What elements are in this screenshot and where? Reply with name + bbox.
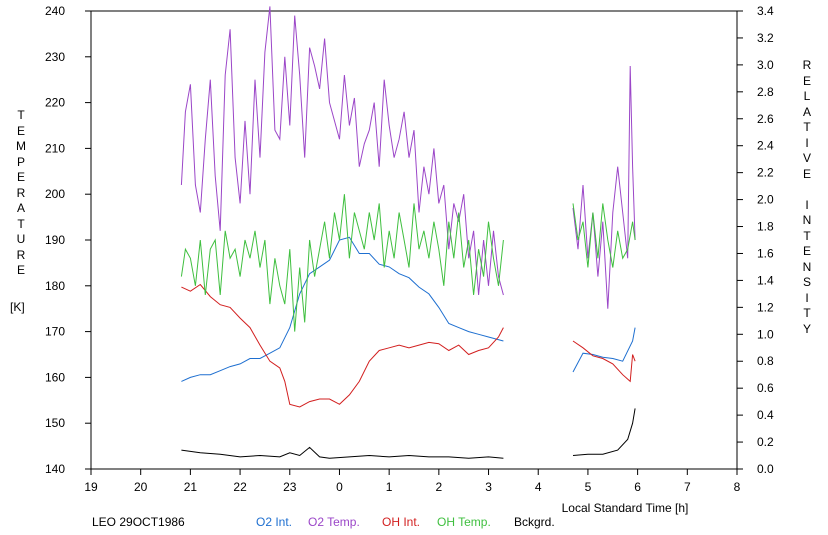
plot-frame: [90, 10, 738, 470]
x-tick-label: 22: [233, 480, 247, 494]
x-tick-label: 21: [184, 480, 198, 494]
y-left-tick-label: 160: [45, 370, 65, 384]
label-letter: T: [803, 306, 811, 320]
label-letter: S: [802, 275, 811, 289]
y-right-tick-label: 0.8: [757, 354, 774, 368]
x-tick-label: 19: [84, 480, 98, 494]
x-tick-label: 20: [134, 480, 148, 494]
label-letter: I: [805, 135, 809, 150]
x-tick-label: 8: [734, 480, 741, 494]
y-left-tick-label: 220: [45, 96, 65, 110]
label-letter: N: [802, 213, 812, 227]
label-letter: A: [16, 201, 25, 215]
series-oh-int-line: [572, 340, 636, 383]
legend-entry: OH Temp.: [437, 515, 491, 529]
label-letter: R: [16, 185, 26, 200]
label-gap: [798, 182, 816, 198]
label-letter: I: [805, 197, 809, 212]
legend-entry: Bckgrd.: [514, 515, 555, 529]
label-letter: M: [16, 139, 26, 153]
x-tick-label: 1: [386, 480, 393, 494]
y-right-tick-label: 2.6: [757, 112, 774, 126]
y-right-tick-label: 1.8: [757, 220, 774, 234]
label-letter: R: [16, 247, 26, 262]
x-tick-label: 3: [485, 480, 492, 494]
label-letter: E: [16, 123, 25, 138]
y-right-tick-label: 2.8: [757, 85, 774, 99]
x-tick-label: 2: [436, 480, 443, 494]
label-letter: E: [802, 244, 811, 258]
x-axis: 19 20 21 22 23 0 1 2 3 4 5 6 7 8: [84, 469, 741, 494]
y-left-tick-label: 240: [45, 4, 65, 18]
x-tick-label: 23: [283, 480, 297, 494]
y-right-tick-label: 3.0: [757, 58, 774, 72]
y-right-tick-label: 1.2: [757, 300, 774, 314]
footer-label: LEO 29OCT1986: [92, 515, 185, 529]
series-lines: [180, 6, 636, 459]
series-o2-temp-line: [572, 65, 636, 309]
y-right-tick-label: 1.6: [757, 246, 774, 260]
y-right-tick-label: 2.4: [757, 139, 774, 153]
x-tick-label: 5: [585, 480, 592, 494]
label-letter: T: [803, 120, 811, 134]
label-letter: T: [803, 228, 811, 243]
x-tick-label: 4: [535, 480, 542, 494]
label-letter: V: [802, 151, 811, 165]
series-oh-int-line: [181, 283, 504, 408]
y-left-tick-label: 210: [45, 141, 65, 155]
y-right-tick-label: 3.2: [757, 31, 774, 45]
y-axis-right: 0.0 0.2 0.4 0.6 0.8 1.0 1.2 1.4 1.6 1.8 2.0 2.2 2.4 2…: [737, 4, 774, 476]
legend-entry: OH Int.: [382, 515, 420, 529]
series-oh-temp-line: [180, 194, 504, 332]
legend-entry: O2 Int.: [256, 515, 292, 529]
y-right-tick-label: 2.2: [757, 166, 774, 180]
label-letter: Y: [802, 321, 811, 336]
x-tick-label: 6: [634, 480, 641, 494]
y-right-tick-label: 0.6: [757, 381, 774, 395]
label-letter: E: [802, 166, 811, 181]
label-letter: I: [805, 290, 809, 305]
y-left-tick-label: 190: [45, 233, 65, 247]
y-right-tick-label: 0.4: [757, 408, 774, 422]
x-tick-label: 7: [684, 480, 691, 494]
series-o2-int-line: [572, 327, 636, 373]
y-right-tick-label: 1.0: [757, 327, 774, 341]
y-right-tick-label: 0.2: [757, 435, 774, 449]
y-left-tick-label: 230: [45, 50, 65, 64]
y-right-tick-label: 2.0: [757, 193, 774, 207]
label-letter: E: [16, 170, 25, 184]
series-o2-int-line: [181, 236, 504, 382]
y-right-tick-label: 0.0: [757, 462, 774, 476]
series-o2-temp-line: [180, 6, 504, 296]
label-letter: L: [803, 89, 811, 103]
series-bckgrd-line: [181, 446, 504, 459]
y-left-tick-label: 140: [45, 462, 65, 476]
y-left-tick-label: 180: [45, 279, 65, 293]
label-letter: N: [802, 259, 812, 274]
legend: O2 Int. O2 Temp. OH Int. OH Temp. Bckgrd.: [256, 515, 555, 529]
label-letter: P: [16, 154, 25, 169]
series-oh-temp-line: [572, 203, 636, 268]
label-letter: U: [16, 232, 26, 246]
y-right-tick-label: 3.4: [757, 4, 774, 18]
y-axis-left: 140 150 160 170 180 190 200 210 220 230 240: [45, 4, 91, 476]
y-left-tick-label: 170: [45, 325, 65, 339]
y-right-tick-label: 1.4: [757, 273, 774, 287]
label-letter: T: [17, 108, 25, 122]
label-letter: A: [802, 104, 811, 119]
series-bckgrd-line: [572, 408, 636, 456]
y-left-tick-label: 200: [45, 187, 65, 201]
x-axis-label: Local Standard Time [h]: [562, 501, 689, 515]
legend-entry: O2 Temp.: [308, 515, 360, 529]
label-letter: E: [802, 73, 811, 88]
label-letter: T: [17, 216, 25, 231]
label-letter: E: [16, 263, 25, 277]
y-axis-left-unit: [K]: [10, 300, 25, 314]
label-letter: R: [802, 58, 812, 72]
x-tick-label: 0: [336, 480, 343, 494]
y-left-tick-label: 150: [45, 416, 65, 430]
